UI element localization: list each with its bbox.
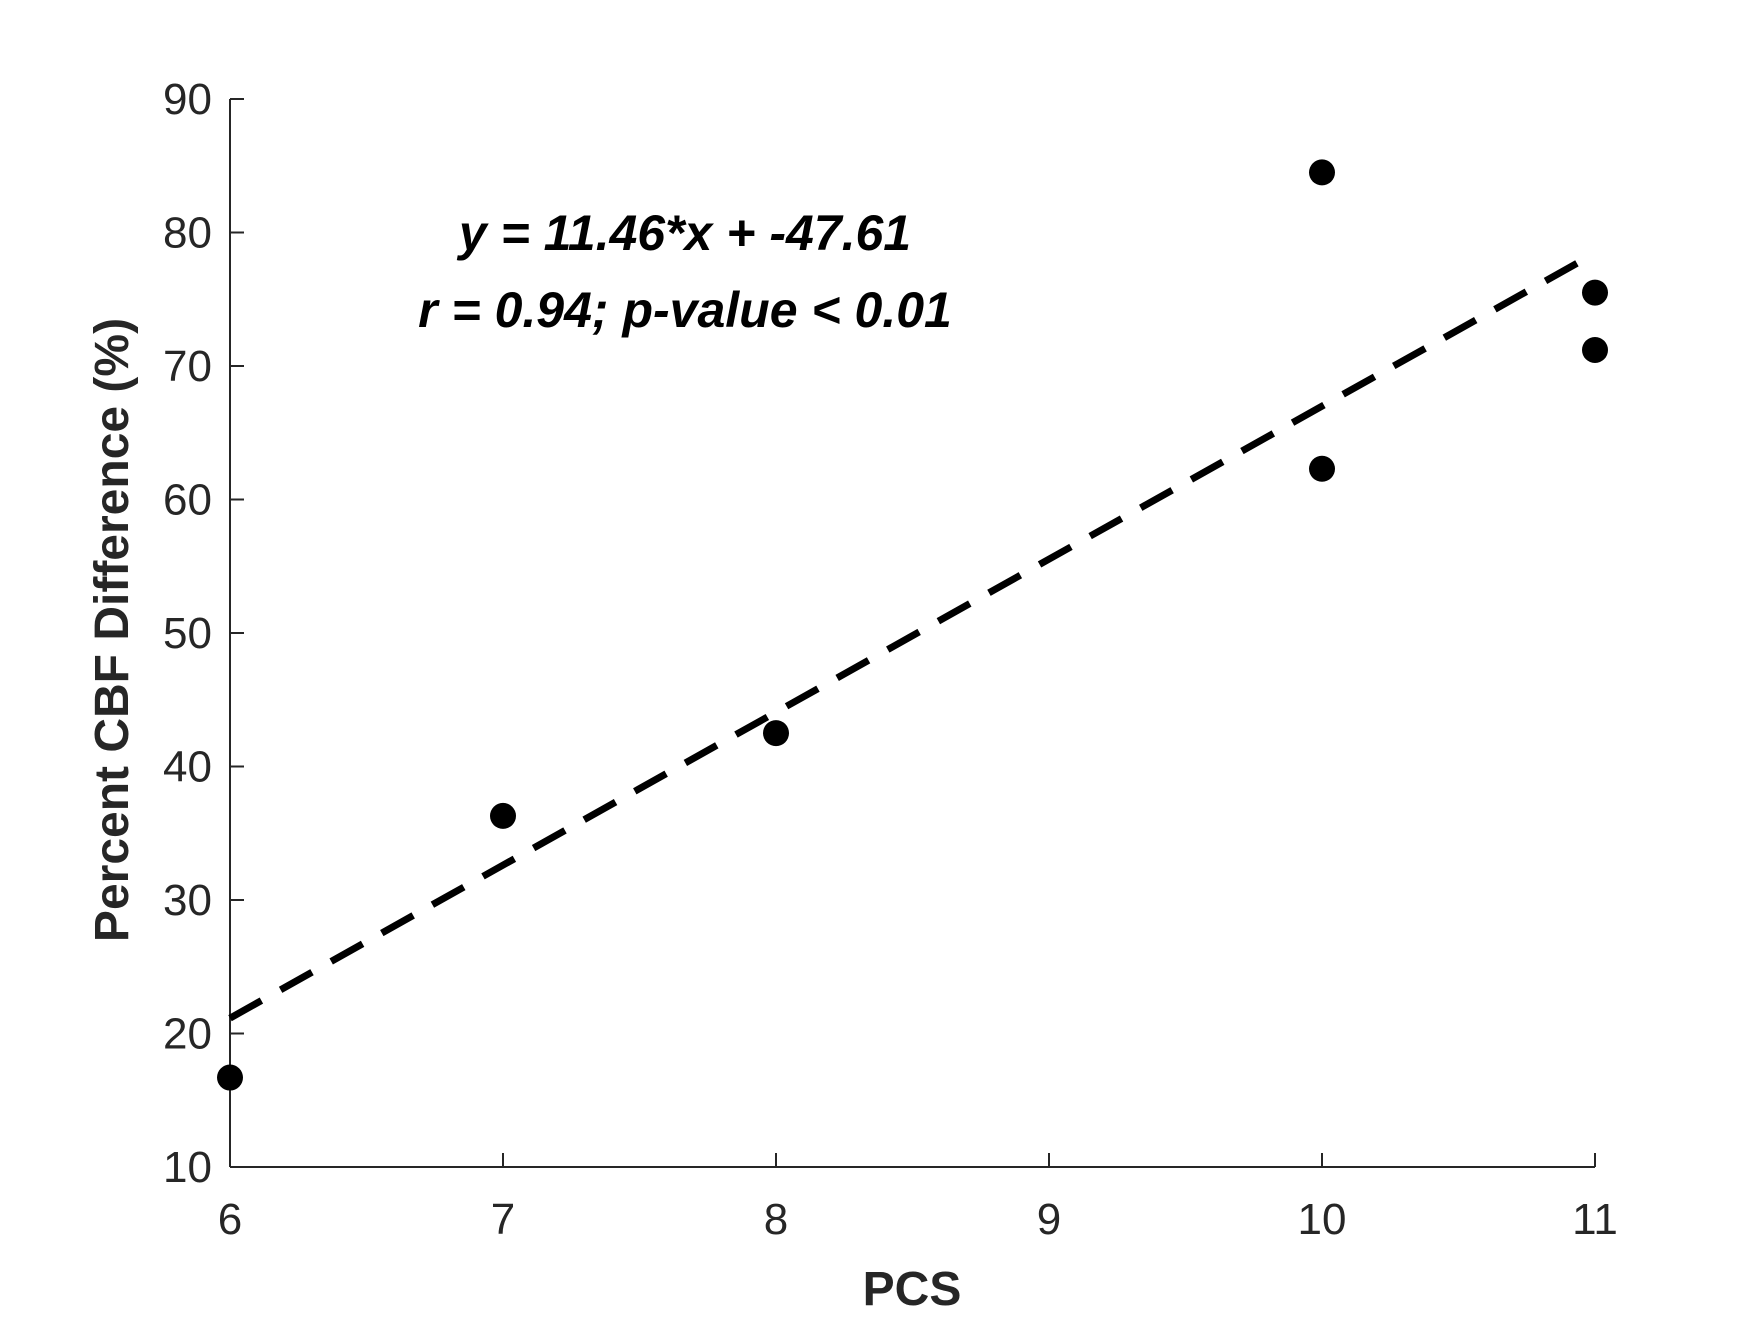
- x-axis-title: PCS: [863, 1263, 962, 1313]
- y-tick-label: 20: [163, 1010, 212, 1059]
- data-point: [217, 1064, 243, 1091]
- y-axis-title: Percent CBF Difference (%): [86, 318, 139, 942]
- x-tick-label: 11: [1572, 1195, 1618, 1244]
- x-tick-label: 6: [218, 1195, 242, 1244]
- data-point: [1309, 455, 1335, 482]
- data-points: [217, 159, 1608, 1091]
- y-tick-label: 40: [163, 743, 212, 792]
- data-point: [1582, 336, 1608, 363]
- y-tick-label: 80: [163, 209, 212, 258]
- axes: [229, 98, 1596, 1168]
- tick-labels: 10 20 30 40 50 60 70 80 90 6 7 8 9 10 11: [163, 75, 1618, 1244]
- y-tick-label: 70: [163, 342, 212, 391]
- y-tick-label: 90: [163, 75, 212, 124]
- data-point: [1309, 159, 1335, 186]
- data-point: [763, 720, 789, 747]
- correlation-stats: r = 0.94; p-value < 0.01: [418, 282, 952, 338]
- fit-line-layer: [228, 250, 1597, 1022]
- y-tick-label: 60: [163, 476, 212, 525]
- x-tick-label: 10: [1298, 1195, 1347, 1244]
- y-tick-label: 30: [163, 876, 212, 925]
- x-tick-label: 9: [1037, 1195, 1061, 1244]
- x-tick-label: 7: [491, 1195, 515, 1244]
- regression-fit-line: [228, 250, 1597, 1022]
- data-point: [1582, 279, 1608, 306]
- y-tick-label: 50: [163, 609, 212, 658]
- y-tick-label: 10: [163, 1143, 212, 1192]
- data-point: [490, 802, 516, 829]
- regression-equation: y = 11.46*x + -47.61: [456, 205, 911, 261]
- x-tick-label: 8: [764, 1195, 788, 1244]
